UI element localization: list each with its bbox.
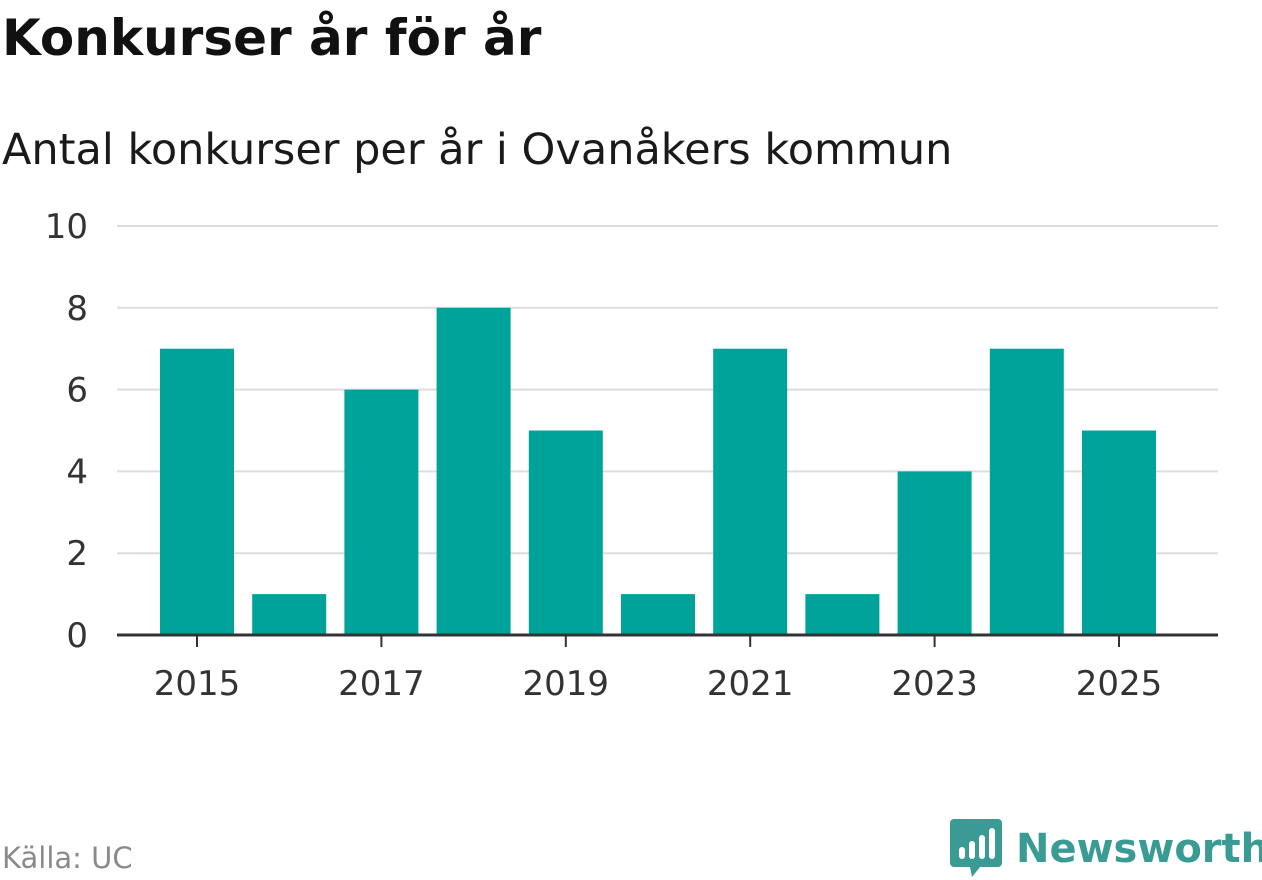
brand-logo-block[interactable]: Newsworthy bbox=[950, 818, 1262, 880]
y-tick-label: 4 bbox=[66, 452, 88, 492]
y-tick-label: 8 bbox=[66, 289, 88, 329]
brand-name: Newsworthy bbox=[1016, 826, 1262, 872]
bar-chart: 0 2 4 6 8 10 2015 2017 2019 2021 2023 2025 bbox=[45, 207, 1218, 704]
y-tick-label: 10 bbox=[45, 207, 88, 247]
chart-subtitle: Antal konkurser per år i Ovanåkers kommu… bbox=[2, 125, 953, 175]
x-tick-label: 2023 bbox=[891, 664, 978, 704]
y-tick-label: 6 bbox=[66, 371, 88, 411]
x-tick-label: 2025 bbox=[1076, 664, 1163, 704]
x-axis bbox=[117, 633, 1218, 647]
x-tick-label: 2019 bbox=[523, 664, 610, 704]
bars bbox=[160, 307, 1156, 635]
y-tick-label: 2 bbox=[66, 534, 88, 574]
bar-2024 bbox=[989, 348, 1064, 635]
x-tick-label: 2017 bbox=[338, 664, 425, 704]
bar-2025 bbox=[1082, 430, 1156, 635]
y-axis-labels: 0 2 4 6 8 10 bbox=[45, 207, 88, 656]
bar-2015 bbox=[160, 348, 234, 635]
bar-2018 bbox=[436, 307, 511, 635]
bar-2017 bbox=[344, 389, 419, 635]
bar-2020 bbox=[621, 594, 695, 635]
source-note: Källa: UC bbox=[2, 841, 133, 875]
x-tick-label: 2021 bbox=[707, 664, 794, 704]
y-tick-label: 0 bbox=[66, 616, 88, 656]
x-tick-label: 2015 bbox=[154, 664, 241, 704]
chart-title: Konkurser år för år bbox=[2, 9, 542, 67]
bar-2023 bbox=[897, 471, 972, 635]
bar-chart-icon bbox=[950, 819, 1002, 877]
bar-2019 bbox=[528, 430, 603, 635]
bar-2022 bbox=[805, 594, 880, 635]
bar-2016 bbox=[252, 594, 327, 635]
bar-2021 bbox=[713, 348, 788, 635]
x-axis-labels: 2015 2017 2019 2021 2023 2025 bbox=[154, 664, 1163, 704]
